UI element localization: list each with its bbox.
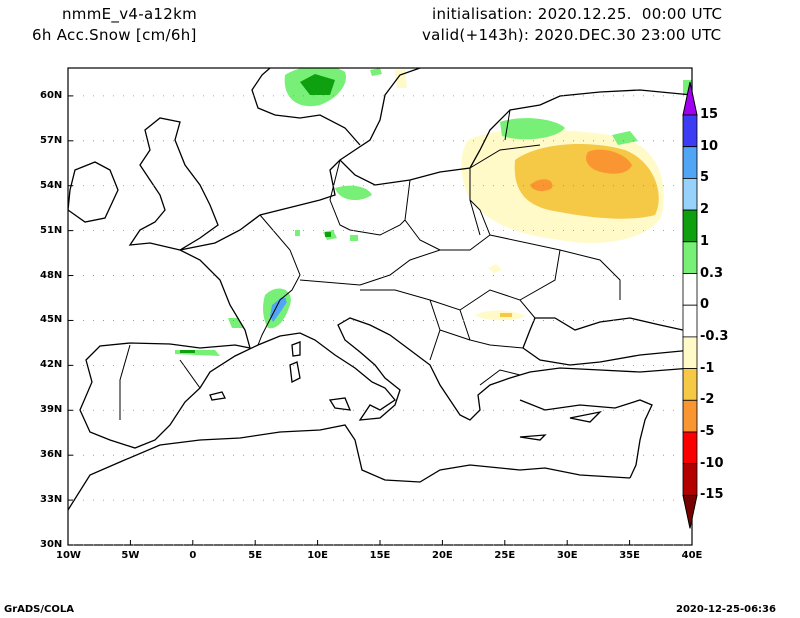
colorbar-segment (682, 146, 698, 179)
colorbar-segment (682, 336, 698, 369)
colorbar-segment (682, 209, 698, 243)
lat-label: 60N (40, 89, 63, 101)
footer-timestamp: 2020-12-25-06:36 (676, 604, 776, 615)
lon-label: 0 (189, 550, 197, 561)
field-name: 6h Acc.Snow [cm/6h] (32, 26, 197, 44)
colorbar-label: 5 (700, 170, 710, 186)
snow-gain-area-3 (270, 297, 287, 322)
snow-decrease-area-3 (530, 149, 632, 192)
colorbar-bottom-triangle (682, 494, 698, 529)
lat-label: 45N (40, 314, 63, 326)
lon-label: 15E (369, 550, 391, 561)
axis-ticks (67, 95, 693, 546)
lat-label: 51N (40, 224, 63, 236)
colorbar-label: 15 (700, 107, 719, 122)
lat-label: 48N (40, 269, 63, 281)
colorbar-segment (682, 399, 698, 433)
lon-label: 25E (494, 550, 516, 561)
lat-label: 42N (40, 359, 63, 371)
snow-decrease-area-5 (500, 313, 512, 317)
lat-label: 33N (40, 494, 63, 506)
colorbar-label: -5 (700, 424, 715, 439)
lon-label: 10W (56, 550, 81, 561)
colorbar-segment (682, 177, 698, 211)
colorbar-segment (682, 431, 698, 465)
lat-label: 54N (40, 179, 63, 191)
colorbar (682, 81, 698, 529)
lat-label: 30N (40, 539, 63, 550)
colorbar-label: 2 (700, 202, 710, 218)
lon-label: 10E (307, 550, 328, 561)
colorbar-label: 0.3 (700, 265, 724, 281)
lat-label: 57N (40, 134, 63, 146)
lat-label: 36N (40, 449, 63, 461)
colorbar-segment (682, 304, 698, 338)
lon-label: 35E (619, 550, 640, 561)
lon-label: 20E (432, 550, 453, 561)
init-time: initialisation: 2020.12.25. 00:00 UTC (432, 5, 723, 23)
lon-label: 5W (121, 550, 140, 561)
colorbar-label: -1 (700, 360, 715, 376)
colorbar-label: 0 (700, 297, 710, 313)
colorbar-label: -10 (700, 455, 724, 471)
footer-credit: GrADS/COLA (4, 604, 74, 615)
colorbar-label: 1 (700, 233, 710, 249)
colorbar-segment (682, 241, 698, 274)
lon-label: 30E (556, 550, 578, 561)
colorbar-segment (682, 273, 698, 306)
colorbar-segment (682, 114, 698, 148)
colorbar-label: -2 (700, 392, 715, 408)
lat-label: 39N (40, 404, 63, 416)
valid-time: valid(+143h): 2020.DEC.30 23:00 UTC (422, 26, 722, 44)
coastlines (68, 68, 692, 511)
colorbar-label: 10 (700, 138, 719, 154)
lon-label: 5E (248, 550, 263, 561)
colorbar-label: -15 (700, 487, 724, 503)
snow-field (175, 68, 692, 356)
colorbar-label: -0.3 (700, 328, 729, 344)
model-name: nmmE_v4-a12km (62, 5, 198, 23)
lon-label: 40E (681, 550, 703, 561)
colorbar-segment (682, 368, 698, 401)
colorbar-segment (682, 463, 698, 496)
